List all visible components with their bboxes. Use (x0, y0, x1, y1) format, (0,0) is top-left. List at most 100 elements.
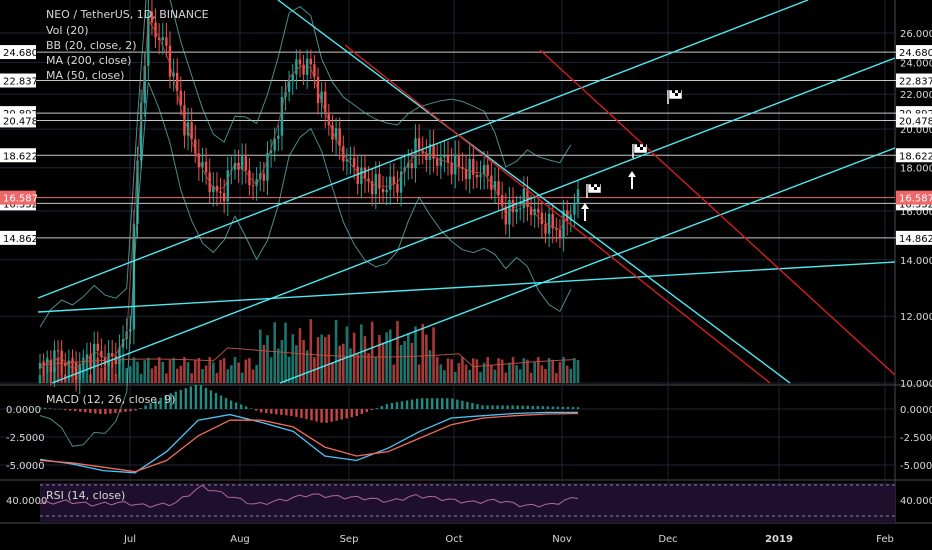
ma200-indicator-label[interactable]: MA (200, close) (46, 54, 132, 67)
volume-indicator-label[interactable]: Vol (20) (46, 24, 89, 37)
macd-legend[interactable]: MACD (12, 26, close, 9) (46, 393, 176, 406)
candle-body[interactable] (522, 188, 526, 209)
trendline-cyan-3[interactable] (279, 147, 896, 384)
candle-body[interactable] (464, 169, 468, 180)
candle-body[interactable] (219, 191, 222, 193)
arrow-up-icon[interactable] (581, 203, 589, 221)
candle-body[interactable] (241, 156, 244, 170)
candle-body[interactable] (56, 350, 60, 352)
candle-body[interactable] (555, 228, 558, 230)
price-level-left-tag[interactable] (0, 113, 36, 128)
candle-body[interactable] (179, 90, 183, 106)
candle-body[interactable] (190, 122, 193, 140)
candle-body[interactable] (111, 353, 114, 356)
candle-body[interactable] (96, 343, 99, 351)
macd-left-tick-label[interactable]: 0.0000 (6, 405, 41, 416)
current-price-left-tag[interactable] (0, 190, 36, 205)
time-axis[interactable]: Jul Aug Sep Oct Nov Dec 2019 Feb (123, 534, 894, 545)
price-tick-label[interactable]: 16.000 (900, 207, 932, 218)
price-level-right-tag[interactable] (896, 230, 932, 245)
trendline-red-1[interactable] (539, 49, 896, 376)
flag-icon[interactable] (667, 89, 683, 104)
candle-body[interactable] (269, 150, 273, 154)
candle-body[interactable] (262, 173, 266, 181)
candle-body[interactable] (147, 11, 150, 66)
candle-body[interactable] (352, 158, 356, 167)
macd-series-signal[interactable] (39, 412, 579, 473)
bollinger-indicator-label[interactable]: BB (20, close, 2) (46, 39, 137, 52)
candle-body[interactable] (389, 176, 392, 190)
candle-body[interactable] (399, 171, 403, 193)
candle-body[interactable] (194, 139, 197, 154)
candle-body[interactable] (547, 213, 551, 234)
candle-body[interactable] (338, 128, 341, 147)
candle-body[interactable] (569, 214, 572, 221)
candle-body[interactable] (558, 229, 562, 238)
candle-body[interactable] (226, 170, 229, 202)
price-panel[interactable]: 24.68022.83720.89220.47818.62216.33214.8… (0, 0, 896, 447)
candle-body[interactable] (172, 72, 175, 77)
candle-body[interactable] (273, 138, 276, 151)
candle-body[interactable] (204, 161, 208, 173)
candle-body[interactable] (551, 213, 554, 229)
candle-body[interactable] (396, 184, 399, 193)
price-level-right-tag[interactable] (896, 73, 932, 88)
candle-body[interactable] (526, 188, 529, 208)
candle-body[interactable] (150, 11, 154, 23)
candle-body[interactable] (309, 58, 313, 65)
candle-body[interactable] (295, 59, 298, 75)
price-level-right-tag[interactable] (896, 148, 932, 163)
candle-body[interactable] (392, 176, 396, 185)
candle-body[interactable] (251, 185, 255, 187)
candle-body[interactable] (576, 189, 580, 204)
flag-icon[interactable] (632, 143, 648, 158)
candle-body[interactable] (439, 157, 442, 166)
macd-tick-label[interactable]: 0.0000 (900, 405, 932, 416)
candle-body[interactable] (165, 37, 168, 46)
flag-icon[interactable] (586, 183, 602, 198)
price-tick-label[interactable]: 20.000 (900, 125, 932, 136)
symbol-title[interactable]: NEO / TetherUS, 1D, BINANCE (46, 8, 209, 21)
candle-body[interactable] (38, 362, 42, 369)
time-tick-label[interactable]: Feb (876, 534, 894, 545)
current-price-right-tag[interactable] (896, 190, 932, 205)
trendline-cyan-4[interactable] (277, 0, 791, 384)
candle-body[interactable] (302, 64, 305, 75)
trendline-cyan-0[interactable] (37, 0, 809, 299)
candle-body[interactable] (428, 144, 432, 161)
time-tick-label[interactable]: Sep (340, 534, 359, 545)
trendline-cyan-1[interactable] (37, 261, 896, 313)
candle-body[interactable] (118, 347, 121, 365)
candle-body[interactable] (103, 357, 107, 366)
candle-body[interactable] (544, 223, 547, 234)
candle-body[interactable] (291, 74, 294, 82)
candle-body[interactable] (378, 173, 381, 189)
price-tick-label[interactable]: 10.000 (900, 379, 932, 390)
candle-body[interactable] (381, 188, 385, 193)
candle-body[interactable] (537, 208, 540, 213)
candle-body[interactable] (157, 37, 161, 40)
candle-body[interactable] (515, 208, 518, 213)
rsi-legend[interactable]: RSI (14, close) (46, 489, 126, 502)
candle-body[interactable] (421, 150, 424, 154)
price-level-right-tag[interactable] (896, 45, 932, 60)
price-tick-label[interactable]: 12.000 (900, 312, 932, 323)
candle-body[interactable] (367, 178, 370, 182)
macd-left-tick-label[interactable]: -2.5000 (6, 433, 45, 444)
candle-body[interactable] (320, 91, 323, 103)
candle-body[interactable] (497, 181, 500, 196)
candle-body[interactable] (493, 181, 497, 190)
candle-body[interactable] (374, 173, 377, 195)
rsi-left-tick-label[interactable]: 40.0000 (6, 496, 47, 507)
candle-body[interactable] (222, 192, 226, 202)
rsi-tick-label[interactable]: 40.0000 (900, 496, 932, 507)
candle-body[interactable] (60, 350, 63, 364)
candle-body[interactable] (255, 179, 258, 186)
candle-body[interactable] (468, 159, 471, 180)
candle-body[interactable] (298, 59, 302, 65)
candle-body[interactable] (417, 138, 421, 151)
time-tick-label[interactable]: Nov (552, 534, 572, 545)
candle-body[interactable] (349, 158, 352, 160)
price-level-left-tag[interactable] (0, 148, 36, 163)
candle-body[interactable] (529, 207, 533, 216)
